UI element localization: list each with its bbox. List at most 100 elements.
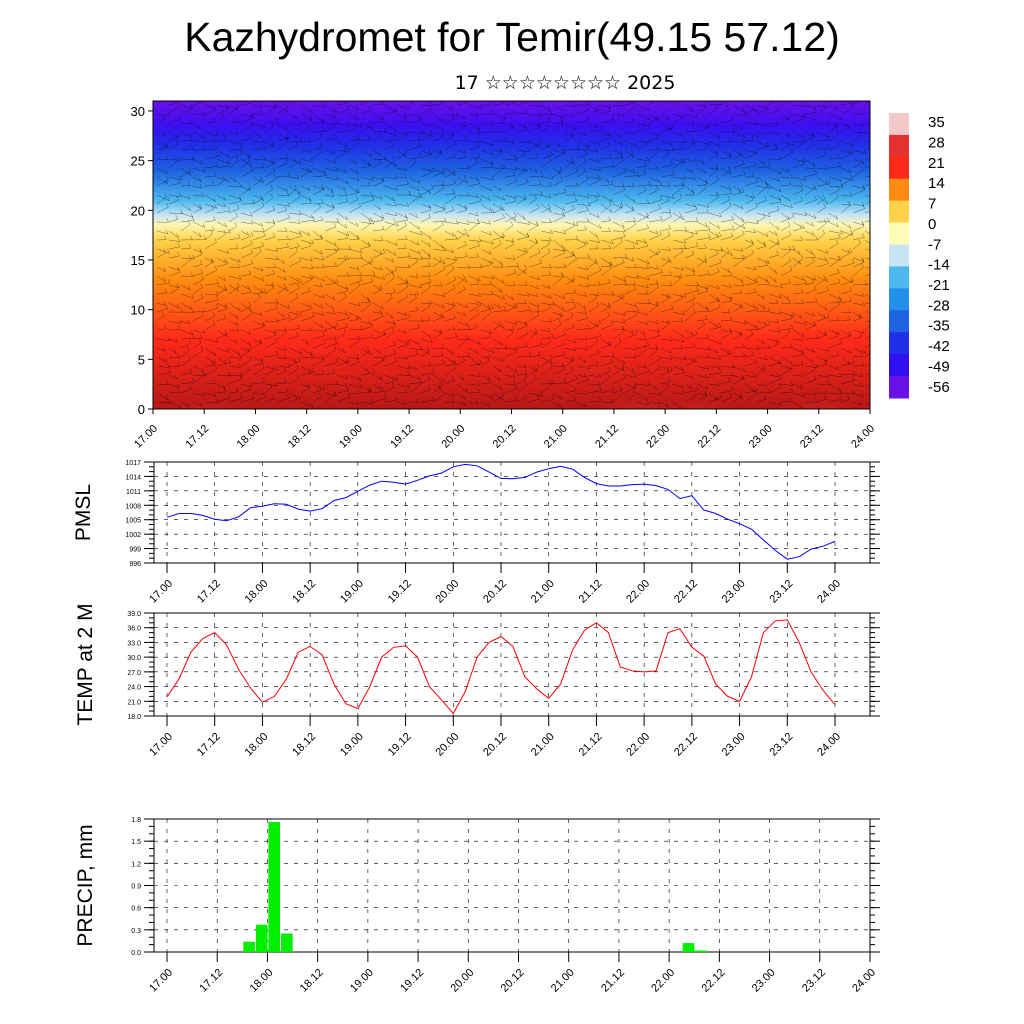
wind-barb [744,131,759,138]
wind-barb [300,120,312,124]
wind-barb [396,134,408,142]
wind-barb [600,257,613,266]
wind-barb [564,104,577,108]
wind-barb-tick [859,400,862,406]
wind-barb-tick [502,232,505,237]
wind-barb [684,140,694,144]
wind-barb [348,122,362,128]
wind-barb [708,307,721,313]
wind-barb-tick [754,161,757,166]
wind-barb-tick [608,340,611,346]
wind-barb-tick [175,375,178,380]
wind-barb [684,104,693,112]
wind-barb [732,284,744,287]
wind-barb-tick [835,239,839,244]
wind-barb [672,186,684,196]
wind-barb-tick [666,366,670,372]
wind-barb [588,239,600,243]
wind-barb-tick [475,176,479,181]
wind-barb-tick [417,340,420,346]
wind-barb [360,245,371,250]
wind-barb [264,158,274,165]
wind-barb-tick [404,311,408,316]
wind-barb [768,311,781,315]
wind-barb-tick [260,222,264,227]
wind-barb-tick [417,249,421,255]
wind-barb-tick [525,281,528,286]
wind-barb-tick [810,250,814,255]
wind-barb [780,131,790,138]
wind-barb-tick [199,401,202,407]
wind-barb [576,203,590,206]
wind-barb-tick [790,343,793,348]
wind-barb-tick [356,265,360,270]
wind-barb [672,383,684,389]
wind-barb [564,221,579,227]
wind-barb-tick [440,133,444,138]
wind-barb-tick [346,255,349,260]
wind-barb-tick [634,263,637,269]
wind-barb-tick [571,365,574,371]
wind-barb-tick [798,250,801,255]
wind-barb [828,237,841,241]
wind-barb-tick [550,110,553,116]
wind-barb [384,331,395,340]
wind-barb-tick [490,394,493,399]
wind-barb-tick [378,349,382,354]
wind-barb-tick [333,222,337,228]
wind-barb-tick [573,386,576,391]
wind-barb [720,353,732,358]
wind-barb-tick [295,331,299,336]
wind-barb [312,152,322,160]
wind-barb [696,203,710,208]
wind-barb [696,338,709,340]
wind-barb [396,203,409,207]
wind-barb [456,392,466,400]
wind-barb-tick [464,204,468,209]
wind-barb [696,167,706,174]
wind-barb-tick [583,157,587,162]
wind-barb [288,113,297,120]
wind-barb [588,167,601,172]
wind-barb [348,167,359,175]
wind-barb-tick [740,330,743,336]
wind-barb [648,401,661,405]
wind-barb [516,181,529,187]
wind-barb [768,338,780,343]
wind-barb [672,131,683,137]
wind-barb [492,347,507,349]
wind-barb [516,309,531,313]
wind-barb-tick [512,171,516,176]
wind-barb [312,257,325,261]
wind-barb-tick [585,314,588,319]
wind-barb-tick [681,182,684,187]
wind-barb [408,113,420,118]
wind-barb-tick [259,247,262,252]
wind-barb-tick [536,284,539,289]
wind-barb-tick [419,378,423,383]
wind-barb-tick [407,252,411,257]
wind-barb-tick [391,269,394,274]
wind-barb-tick [213,379,216,384]
wind-barb [456,176,468,184]
wind-barb-tick [594,293,598,299]
wind-barb-tick [175,338,179,343]
wind-barb-tick [596,157,600,163]
wind-barb-tick [607,131,610,136]
wind-barb [852,208,865,214]
wind-barb-tick [427,374,431,379]
wind-barb [864,293,870,298]
wind-barb [360,325,374,331]
wind-barb-tick [861,201,865,207]
wind-barb-tick [371,176,374,181]
wind-barb [420,131,434,138]
colorbar-label: -7 [928,236,941,253]
wind-barb-tick [198,204,202,209]
wind-barb-tick [345,382,348,387]
wind-barb-tick [657,146,661,151]
wind-barb [360,125,372,133]
wind-barb-tick [874,344,876,348]
wind-barb-tick [741,152,744,157]
wind-barb-tick [477,126,481,131]
colorbar-segment [889,200,909,224]
